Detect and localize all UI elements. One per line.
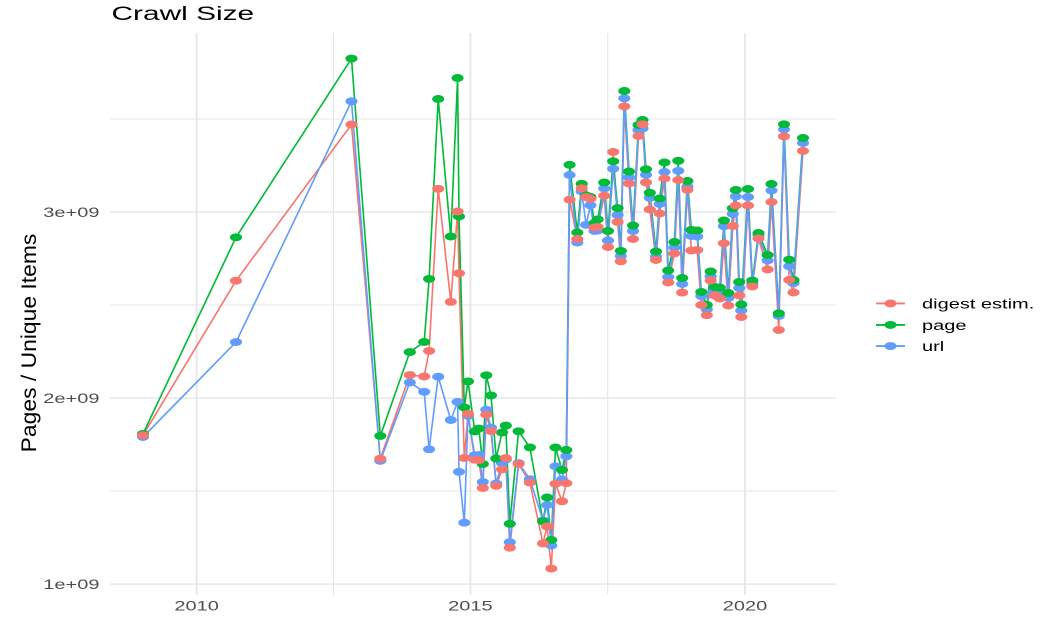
- svg-text:page: page: [922, 317, 967, 333]
- svg-text:Crawl Size: Crawl Size: [112, 3, 255, 24]
- svg-text:digest estim.: digest estim.: [922, 295, 1034, 311]
- svg-text:3e+09: 3e+09: [43, 204, 99, 220]
- svg-text:url: url: [922, 338, 944, 354]
- svg-text:2e+09: 2e+09: [43, 390, 99, 406]
- svg-text:1e+09: 1e+09: [43, 576, 99, 592]
- svg-text:2020: 2020: [723, 597, 768, 613]
- svg-text:Pages / Unique Items: Pages / Unique Items: [17, 234, 41, 453]
- svg-text:2010: 2010: [174, 597, 219, 613]
- svg-text:2015: 2015: [448, 597, 493, 613]
